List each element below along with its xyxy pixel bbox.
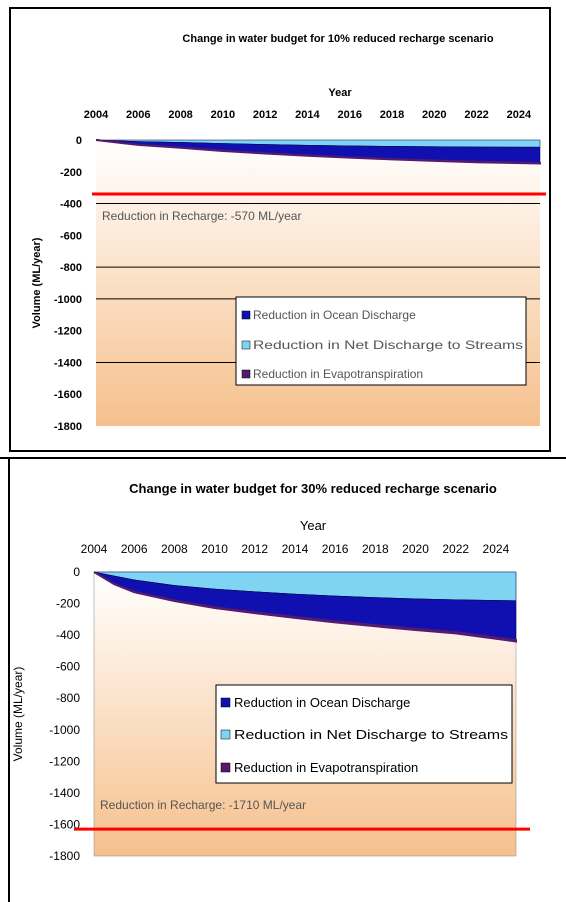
x-tick-label: 2010 <box>211 109 235 121</box>
x-tick-label: 2004 <box>81 542 108 556</box>
recharge-annotation: Reduction in Recharge: -1710 ML/year <box>100 798 306 812</box>
x-axis-title: Year <box>328 87 352 99</box>
y-tick-label: 0 <box>76 135 82 147</box>
y-tick-label: -400 <box>60 199 82 211</box>
y-tick-label: 0 <box>73 565 80 579</box>
x-tick-label: 2020 <box>402 542 429 556</box>
area-series <box>95 139 541 165</box>
x-tick-labels: 2004 2006 2008 2010 2012 2014 2016 2018 2020 2022… <box>84 109 532 121</box>
legend-swatch-net-discharge <box>241 340 251 350</box>
area-series <box>93 571 517 643</box>
y-tick-label: -600 <box>60 230 82 242</box>
legend-swatch-ocean-discharge <box>220 697 231 708</box>
x-tick-label: 2012 <box>241 542 268 556</box>
y-tick-label: -600 <box>56 660 80 674</box>
legend-swatch-ocean-discharge <box>241 310 251 320</box>
area-evapotranspiration <box>93 571 517 643</box>
x-tick-label: 2018 <box>380 109 404 121</box>
x-tick-label: 2006 <box>126 109 150 121</box>
area-evapotranspiration <box>95 139 541 165</box>
x-tick-label: 2022 <box>442 542 469 556</box>
y-tick-label: -1800 <box>49 849 80 863</box>
x-tick-label: 2006 <box>121 542 148 556</box>
legend-label-net-discharge: Reduction in Net Discharge to Streams <box>253 338 523 352</box>
y-tick-label: -1800 <box>54 421 82 433</box>
x-tick-label: 2024 <box>507 109 532 121</box>
x-tick-label: 2010 <box>201 542 228 556</box>
y-tick-label: -800 <box>56 691 80 705</box>
y-axis-title: Volume (ML/year) <box>11 667 25 762</box>
legend-label-ocean-discharge: Reduction in Ocean Discharge <box>234 695 410 710</box>
x-tick-label: 2012 <box>253 109 277 121</box>
legend-box <box>215 684 513 784</box>
legend-box <box>235 296 527 386</box>
chart-panel-10pct: Change in water budget for 10% reduced r… <box>9 7 551 452</box>
y-tick-label: -1200 <box>54 326 82 338</box>
x-tick-label: 2008 <box>168 109 192 121</box>
y-tick-label: -200 <box>56 597 80 611</box>
legend-label-evapotranspiration: Reduction in Evapotranspiration <box>253 367 423 381</box>
chart-10pct-svg: Change in water budget for 10% reduced r… <box>9 7 551 452</box>
x-tick-label: 2020 <box>422 109 446 121</box>
y-tick-label: -200 <box>60 167 82 179</box>
legend-swatch-evapotranspiration <box>241 369 251 379</box>
legend-swatch-net-discharge <box>220 729 231 740</box>
legend-label-net-discharge: Reduction in Net Discharge to Streams <box>234 727 509 742</box>
chart-30pct-svg: Change in water budget for 30% reduced r… <box>0 457 566 902</box>
x-tick-label: 2004 <box>84 109 109 121</box>
y-tick-label: -1000 <box>54 294 82 306</box>
x-tick-label: 2016 <box>322 542 349 556</box>
y-tick-label: -1000 <box>49 723 80 737</box>
y-tick-label: -1200 <box>49 754 80 768</box>
x-tick-label: 2022 <box>464 109 488 121</box>
y-tick-label: -1400 <box>54 357 82 369</box>
x-tick-label: 2016 <box>337 109 361 121</box>
y-tick-label: -800 <box>60 262 82 274</box>
recharge-annotation: Reduction in Recharge: -570 ML/year <box>102 209 301 223</box>
chart-title: Change in water budget for 30% reduced r… <box>129 481 497 496</box>
x-tick-label: 2014 <box>295 109 320 121</box>
legend-label-evapotranspiration: Reduction in Evapotranspiration <box>234 760 418 775</box>
legend-swatch-evapotranspiration <box>220 762 231 773</box>
y-tick-label: -1600 <box>49 817 80 831</box>
chart-panel-30pct: Change in water budget for 30% reduced r… <box>0 457 566 902</box>
legend: Reduction in Ocean Discharge Reduction i… <box>235 296 527 386</box>
x-axis-title: Year <box>300 518 327 533</box>
y-tick-label: -1600 <box>54 389 82 401</box>
legend: Reduction in Ocean Discharge Reduction i… <box>215 684 513 784</box>
x-tick-label: 2024 <box>483 542 510 556</box>
y-tick-labels: 0 -200 -400 -600 -800 -1000 -1200 -1400 -1600 -18… <box>54 135 82 433</box>
y-tick-label: -400 <box>56 628 80 642</box>
y-axis-title: Volume (ML/year) <box>31 237 43 328</box>
x-tick-label: 2008 <box>161 542 188 556</box>
x-tick-label: 2014 <box>282 542 309 556</box>
legend-label-ocean-discharge: Reduction in Ocean Discharge <box>253 308 416 322</box>
y-tick-labels: 0 -200 -400 -600 -800 -1000 -1200 -1400 -1600 -18… <box>49 565 80 863</box>
y-tick-label: -1400 <box>49 786 80 800</box>
x-tick-label: 2018 <box>362 542 389 556</box>
chart-title: Change in water budget for 10% reduced r… <box>182 33 493 45</box>
x-tick-labels: 2004 2006 2008 2010 2012 2014 2016 2018 2020 2022… <box>81 542 510 556</box>
